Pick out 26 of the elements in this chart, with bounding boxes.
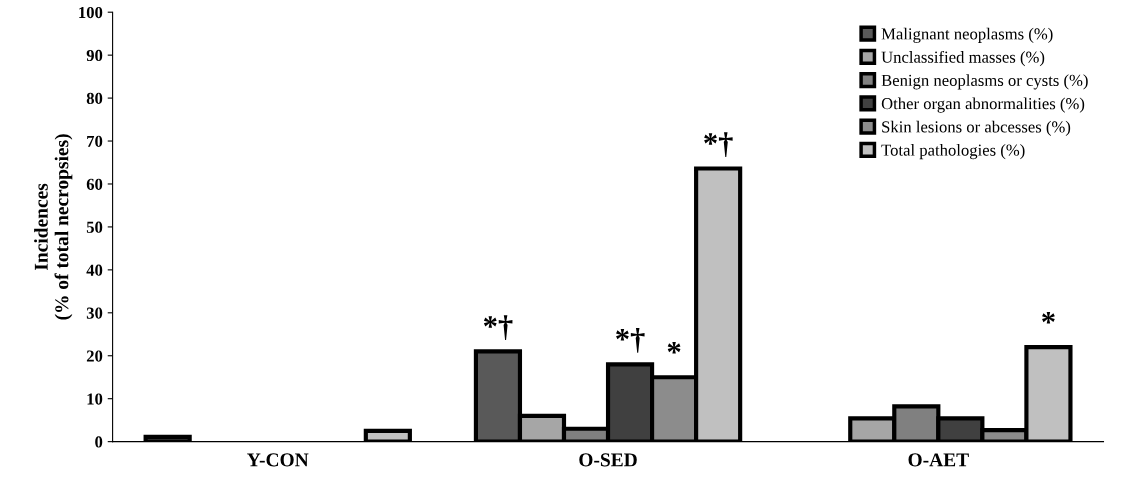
data-label: * xyxy=(667,341,681,354)
data-label: *† xyxy=(483,315,513,340)
x-tick-label: O-AET xyxy=(908,453,969,467)
data-label: * xyxy=(1042,311,1055,324)
y-tick-label: 70 xyxy=(87,135,103,147)
y-tick-label: 30 xyxy=(86,307,103,319)
data-label: *† xyxy=(704,132,733,157)
y-tick-label: 40 xyxy=(86,264,103,276)
y-tick-label: 50 xyxy=(86,221,103,233)
legend-label: Skin lesions or abcesses (%) xyxy=(882,120,1071,136)
y-tick-label: 60 xyxy=(86,178,103,190)
y-tick-label: 90 xyxy=(86,49,103,62)
y-tick-label: 80 xyxy=(86,92,103,105)
data-label: *† xyxy=(616,328,645,353)
x-tick-label: O-SED xyxy=(579,453,637,467)
y-tick-label: 20 xyxy=(86,350,103,362)
legend-label: Benign neoplasms or cysts (%) xyxy=(881,74,1088,90)
legend-label: Total pathologies (%) xyxy=(881,144,1025,160)
y-axis-title: Incidences (% of total necropsies) xyxy=(34,134,73,320)
y-tick-label: 100 xyxy=(79,6,103,19)
legend-label: Unclassified masses (%) xyxy=(881,50,1045,67)
y-tick-label: 10 xyxy=(87,393,103,405)
legend-label: Other organ abnormalities (%) xyxy=(881,97,1085,113)
y-tick-label: 0 xyxy=(95,436,103,448)
x-tick-label: Y-CON xyxy=(247,453,309,467)
legend-label: Malignant neoplasms (%) xyxy=(881,27,1053,43)
